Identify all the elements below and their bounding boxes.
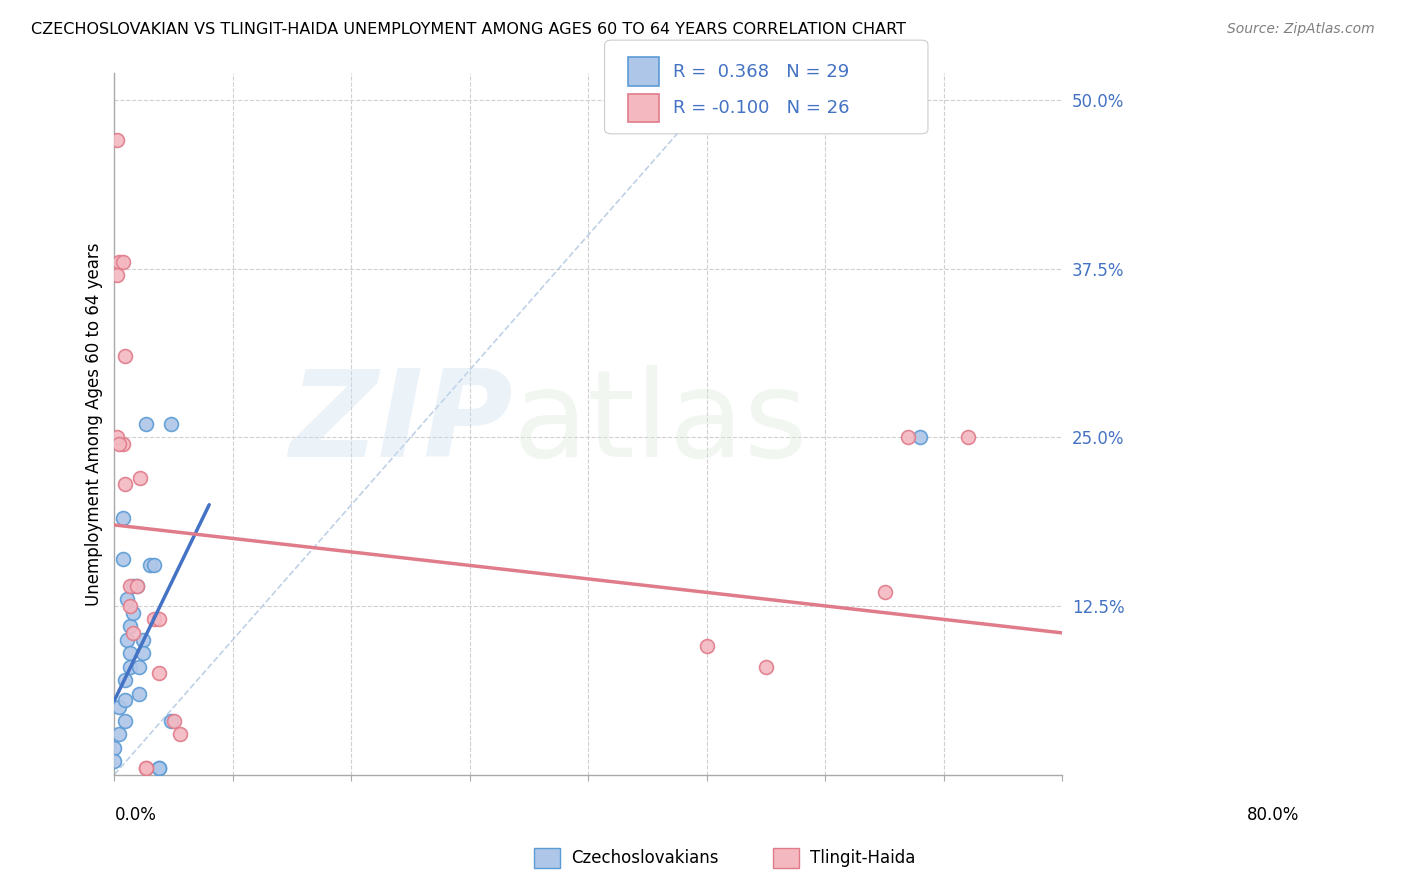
Point (108, 700, 131, 714)
Point (111, 255, 134, 269)
Point (148, 761, 170, 775)
Point (111, 551, 134, 566)
Point (103, 754, 125, 768)
Point (142, 612, 165, 626)
Point (160, 714, 183, 728)
Point (114, 673, 136, 687)
Point (135, 417, 157, 431)
Point (129, 471, 152, 485)
Point (128, 659, 150, 673)
Point (114, 477, 136, 491)
Point (696, 640, 718, 654)
Point (160, 417, 183, 431)
Point (755, 659, 778, 673)
Point (132, 632, 155, 647)
Point (125, 579, 148, 593)
Text: ZIP: ZIP (288, 366, 513, 483)
Text: R = -0.100   N = 26: R = -0.100 N = 26 (673, 99, 851, 117)
Point (117, 592, 139, 607)
Point (105, 430, 128, 444)
Point (118, 619, 141, 633)
Point (111, 437, 134, 451)
Point (108, 727, 131, 741)
Point (114, 714, 136, 728)
Point (111, 511, 134, 525)
Point (148, 666, 170, 681)
Point (117, 632, 139, 647)
Point (135, 761, 157, 775)
Point (956, 430, 979, 444)
Point (105, 268, 128, 283)
Point (125, 579, 148, 593)
Point (128, 687, 150, 701)
Point (122, 606, 145, 620)
Point (897, 430, 920, 444)
Point (114, 349, 136, 363)
Point (908, 430, 931, 444)
Point (108, 437, 131, 451)
Text: R =  0.368   N = 29: R = 0.368 N = 29 (673, 62, 849, 80)
Point (122, 626, 145, 640)
Text: atlas: atlas (513, 366, 808, 483)
Y-axis label: Unemployment Among Ages 60 to 64 years: Unemployment Among Ages 60 to 64 years (86, 242, 103, 606)
Point (873, 585, 896, 599)
Point (135, 761, 157, 775)
Point (148, 761, 170, 775)
Text: Source: ZipAtlas.com: Source: ZipAtlas.com (1227, 22, 1375, 37)
Point (122, 579, 145, 593)
Point (142, 558, 165, 573)
Text: 0.0%: 0.0% (114, 806, 156, 824)
Point (103, 740, 125, 755)
Point (118, 659, 141, 673)
Point (139, 558, 162, 573)
Point (132, 646, 155, 660)
Text: CZECHOSLOVAKIAN VS TLINGIT-HAIDA UNEMPLOYMENT AMONG AGES 60 TO 64 YEARS CORRELAT: CZECHOSLOVAKIAN VS TLINGIT-HAIDA UNEMPLO… (31, 22, 905, 37)
Point (114, 693, 136, 707)
Text: Czechoslovakians: Czechoslovakians (571, 849, 718, 867)
Point (169, 727, 191, 741)
Point (118, 599, 141, 613)
Point (148, 612, 170, 626)
Point (118, 646, 141, 660)
Text: Tlingit-Haida: Tlingit-Haida (810, 849, 915, 867)
Point (105, 133, 128, 147)
Point (108, 255, 131, 269)
Point (118, 579, 141, 593)
Point (163, 714, 186, 728)
Text: 80.0%: 80.0% (1247, 806, 1299, 824)
